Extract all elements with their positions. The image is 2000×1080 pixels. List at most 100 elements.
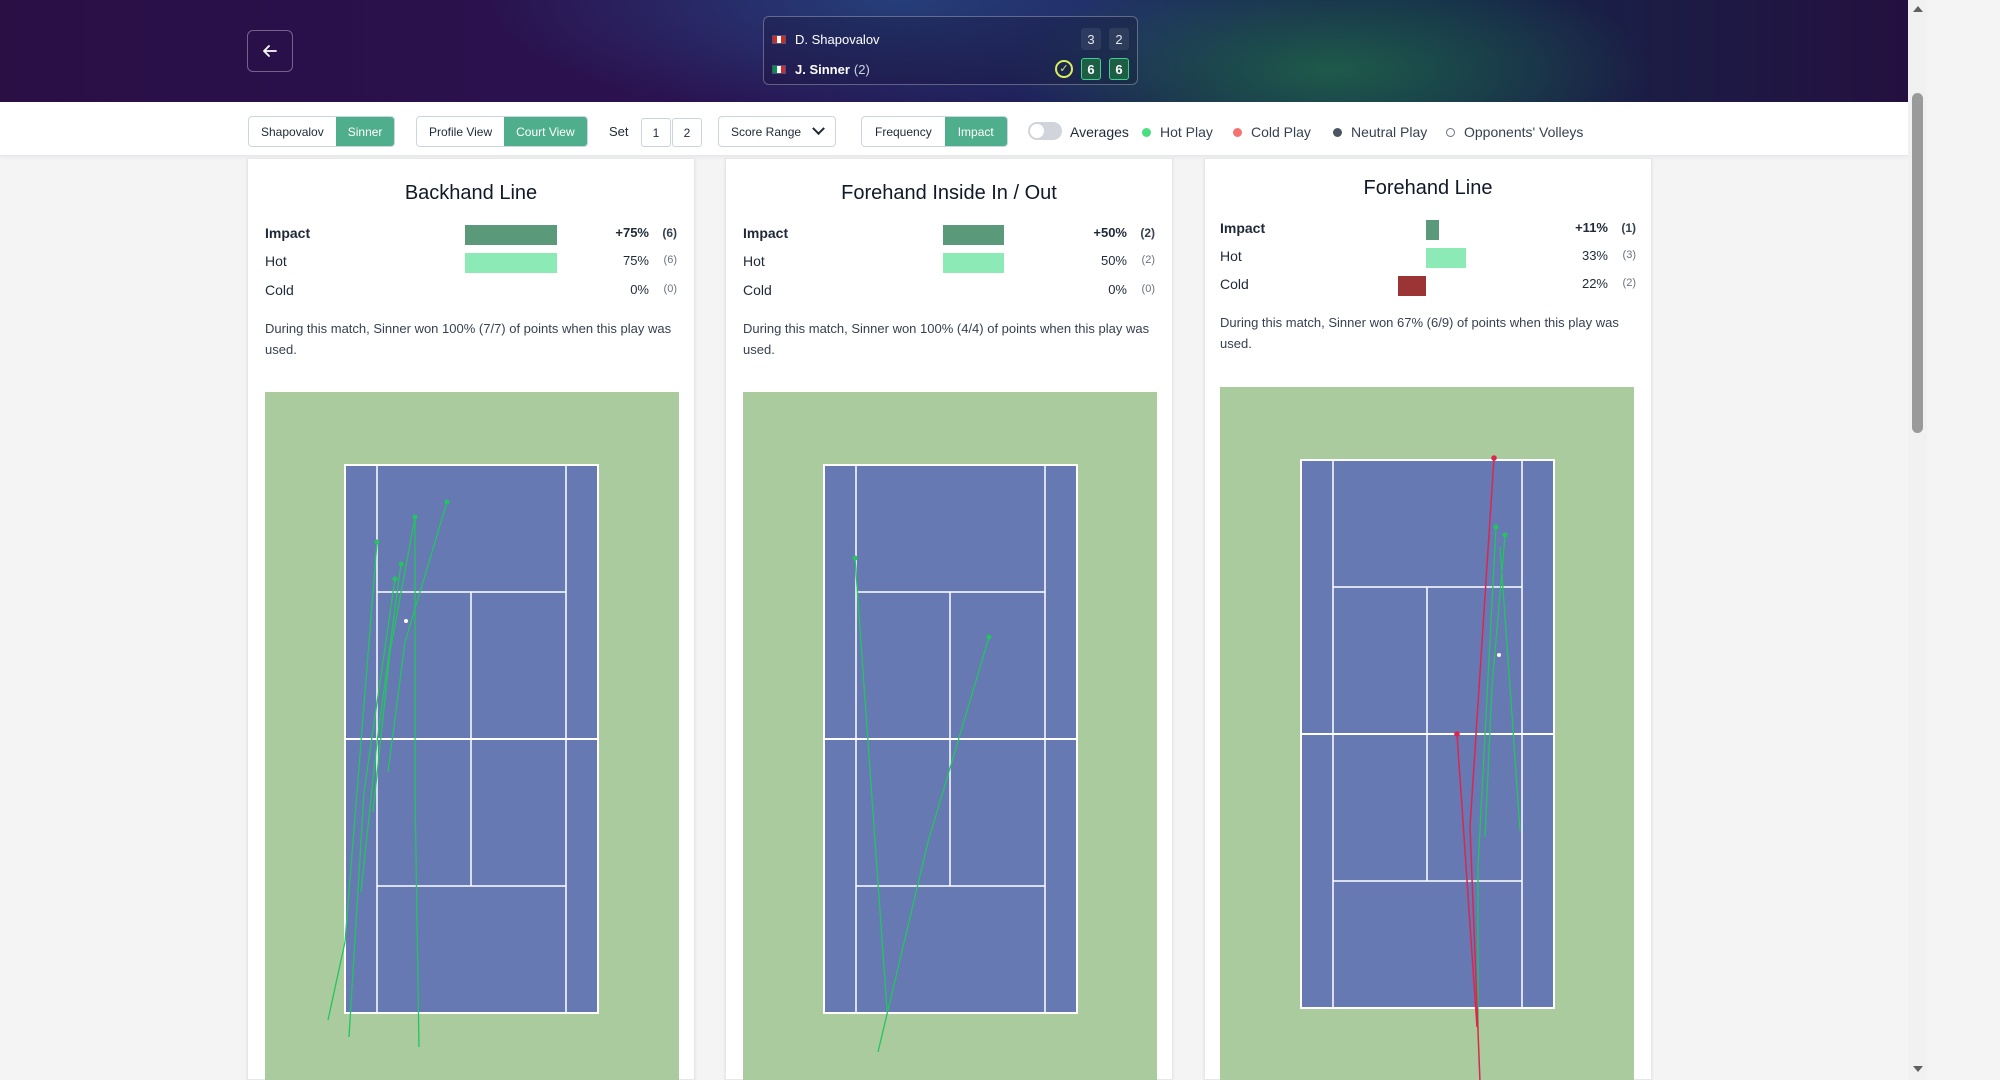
- filter-toolbar: Shapovalov Sinner Profile View Court Vie…: [0, 102, 1908, 156]
- metric-row-cold: Cold 0% (0): [265, 282, 677, 302]
- metric-label: Hot: [1220, 248, 1242, 264]
- metric-row-impact: Impact +50% (2): [743, 225, 1155, 245]
- legend-opponents-volleys: Opponents' Volleys: [1446, 124, 1583, 140]
- player-row-shapovalov: D. Shapovalov 3 2: [772, 27, 1129, 51]
- toggle-knob: [1030, 124, 1044, 138]
- hot-bar: [943, 253, 1004, 273]
- metric-label: Hot: [265, 253, 287, 269]
- score-range-label: Score Range: [731, 124, 802, 139]
- neutral-play-dot-icon: [1333, 127, 1342, 137]
- impact-bar: [465, 225, 557, 245]
- player-name: J. Sinner (2): [795, 62, 1055, 77]
- legend-cold-play: Cold Play: [1233, 124, 1311, 140]
- hot-play-dot-icon: [1142, 127, 1151, 137]
- set-1-button[interactable]: 1: [641, 118, 671, 147]
- player-seed: (2): [853, 61, 870, 77]
- player-name: D. Shapovalov: [795, 31, 880, 47]
- play-card-forehand-inside-in-out: Forehand Inside In / Out Impact +50% (2)…: [725, 158, 1173, 1080]
- averages-toggle[interactable]: [1028, 122, 1062, 140]
- legend-label: Opponents' Volleys: [1464, 124, 1584, 140]
- vertical-scrollbar[interactable]: [1908, 0, 1927, 1080]
- card-description: During this match, Sinner won 100% (4/4)…: [743, 321, 1150, 357]
- metric-label: Cold: [743, 282, 772, 298]
- italy-flag-icon: [772, 64, 786, 74]
- scroll-down-arrow-icon[interactable]: [1913, 1066, 1923, 1072]
- metric-row-cold: Cold 22% (2): [1220, 276, 1636, 296]
- metric-label: Impact: [1220, 220, 1266, 236]
- player-toggle: Shapovalov Sinner: [248, 116, 396, 147]
- view-toggle: Profile View Court View: [416, 116, 588, 147]
- metric-value: +11%: [1575, 220, 1608, 235]
- impact-option[interactable]: Impact: [944, 117, 1007, 146]
- set-score: 3: [1081, 28, 1101, 50]
- cold-bar: [1398, 276, 1426, 296]
- arrow-left-icon: [263, 45, 277, 57]
- set-score: 2: [1109, 28, 1129, 50]
- scoreboard: D. Shapovalov 3 2 J. Sinner (2) ✓ 6 6: [763, 16, 1138, 85]
- legend-label: Cold Play: [1251, 124, 1311, 140]
- legend-label: Hot Play: [1160, 124, 1213, 140]
- metric-count: (2): [1140, 226, 1155, 240]
- metric-row-impact: Impact +11% (1): [1220, 220, 1636, 240]
- court-diagram: [265, 392, 679, 1080]
- metric-label: Cold: [1220, 276, 1249, 292]
- metric-row-hot: Hot 33% (3): [1220, 248, 1636, 268]
- metric-value: 22%: [1581, 276, 1608, 291]
- metric-count: (2): [1622, 277, 1636, 289]
- metric-count: (0): [1141, 283, 1155, 295]
- metric-row-cold: Cold 0% (0): [743, 282, 1155, 302]
- metric-value: +50%: [1093, 225, 1127, 240]
- scroll-up-arrow-icon[interactable]: [1913, 6, 1923, 12]
- metric-label: Impact: [743, 225, 789, 241]
- scrollbar-thumb[interactable]: [1912, 93, 1923, 433]
- metric-count: (6): [663, 254, 677, 266]
- set-score: 6: [1109, 58, 1129, 80]
- court-diagram: [743, 392, 1157, 1080]
- player-option-sinner[interactable]: Sinner: [335, 117, 395, 146]
- metric-count: (1): [1621, 221, 1636, 235]
- hot-bar: [1426, 248, 1466, 268]
- metric-label: Hot: [743, 253, 765, 269]
- legend-hot-play: Hot Play: [1142, 124, 1213, 140]
- play-card-backhand-line: Backhand Line Impact +75% (6) Hot 75% (6…: [247, 158, 695, 1080]
- metric-value: +75%: [615, 225, 649, 240]
- player-option-shapovalov[interactable]: Shapovalov: [261, 124, 324, 139]
- legend-label: Neutral Play: [1351, 124, 1428, 140]
- back-button[interactable]: [247, 30, 293, 72]
- chevron-down-icon: [812, 122, 825, 136]
- averages-label: Averages: [1070, 124, 1129, 140]
- card-title: Forehand Line: [1363, 177, 1493, 199]
- card-title: Forehand Inside In / Out: [841, 182, 1057, 204]
- winner-check-icon: ✓: [1055, 60, 1073, 78]
- metric-count: (3): [1622, 249, 1636, 261]
- player-row-sinner: J. Sinner (2) ✓ 6 6: [772, 57, 1129, 81]
- set-2-button[interactable]: 2: [672, 118, 702, 147]
- metric-value: 0%: [1108, 282, 1127, 297]
- impact-bar: [1426, 220, 1439, 240]
- metric-row-hot: Hot 75% (6): [265, 253, 677, 273]
- hot-bar: [465, 253, 557, 273]
- metric-toggle: Frequency Impact: [861, 116, 1008, 147]
- match-header: D. Shapovalov 3 2 J. Sinner (2) ✓ 6 6: [0, 0, 1908, 102]
- metric-count: (0): [663, 283, 677, 295]
- card-description: During this match, Sinner won 67% (6/9) …: [1220, 315, 1619, 351]
- profile-view-option[interactable]: Profile View: [429, 124, 493, 139]
- metric-row-hot: Hot 50% (2): [743, 253, 1155, 273]
- metric-row-impact: Impact +75% (6): [265, 225, 677, 245]
- frequency-option[interactable]: Frequency: [875, 124, 932, 139]
- set-label: Set: [609, 124, 629, 139]
- metric-label: Impact: [265, 225, 311, 241]
- metric-label: Cold: [265, 282, 294, 298]
- metric-count: (2): [1141, 254, 1155, 266]
- legend-neutral-play: Neutral Play: [1333, 124, 1427, 140]
- metric-value: 50%: [1100, 253, 1127, 268]
- court-diagram: [1220, 387, 1634, 1080]
- set-score: 6: [1081, 58, 1101, 80]
- impact-bar: [943, 225, 1004, 245]
- card-description: During this match, Sinner won 100% (7/7)…: [265, 321, 672, 357]
- cold-play-dot-icon: [1233, 127, 1242, 137]
- metric-value: 0%: [630, 282, 649, 297]
- court-view-option[interactable]: Court View: [504, 117, 587, 146]
- score-range-dropdown[interactable]: Score Range: [718, 116, 836, 147]
- play-card-forehand-line: Forehand Line Impact +11% (1) Hot 33% (3…: [1204, 158, 1652, 1080]
